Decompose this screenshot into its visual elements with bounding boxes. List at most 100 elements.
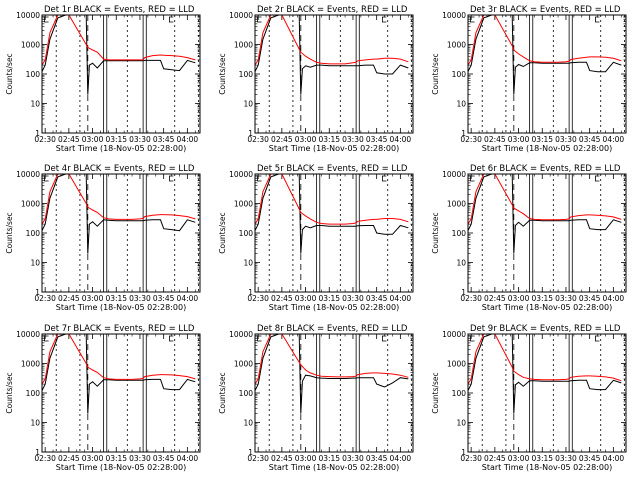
attenuator-marker xyxy=(470,16,475,23)
y-tick-label: 1000 xyxy=(447,200,466,209)
x-tick-label: 02:30 xyxy=(460,454,482,463)
detector-panel-6: Det 6r BLACK = Events, RED = LLD 1 10 100 10… xyxy=(431,164,627,312)
x-tick-label: 02:30 xyxy=(460,135,482,144)
x-tick-label: 03:15 xyxy=(105,294,127,303)
x-tick-label: 03:00 xyxy=(508,135,530,144)
y-tick-label: 10000 xyxy=(442,170,466,179)
x-tick-label: 03:45 xyxy=(579,294,601,303)
y-axis-label: Counts/sec xyxy=(431,212,440,253)
attenuator-marker xyxy=(169,335,174,342)
x-tick-label: 03:30 xyxy=(555,454,577,463)
lld-rate-line xyxy=(42,15,196,66)
event-rate-line xyxy=(255,15,409,95)
attenuator-marker xyxy=(470,335,475,342)
x-tick-label: 04:00 xyxy=(177,135,199,144)
attenuator-marker xyxy=(169,175,174,182)
lld-rate-line xyxy=(468,15,622,66)
lld-rate-line xyxy=(255,334,409,385)
lld-rate-line xyxy=(468,174,622,225)
x-tick-label: 03:15 xyxy=(318,135,340,144)
x-tick-label: 02:45 xyxy=(271,294,293,303)
plot-frame xyxy=(41,333,201,453)
x-tick-label: 03:00 xyxy=(82,135,104,144)
y-tick-label: 100 xyxy=(239,229,254,238)
event-rate-line xyxy=(42,174,196,254)
y-tick-label: 1 xyxy=(461,448,466,457)
x-tick-label: 03:00 xyxy=(295,294,317,303)
x-tick-label: 04:00 xyxy=(603,135,625,144)
y-tick-label: 1000 xyxy=(21,200,40,209)
plot-frame xyxy=(467,14,627,134)
attenuator-marker xyxy=(382,175,387,182)
y-tick-label: 1000 xyxy=(21,41,40,50)
panel-title: Det 6r BLACK = Events, RED = LLD xyxy=(470,164,621,174)
detector-panel-5: Det 5r BLACK = Events, RED = LLD 1 10 100 10… xyxy=(218,164,414,312)
attenuator-marker xyxy=(595,16,600,23)
panel-title: Det 7r BLACK = Events, RED = LLD xyxy=(44,324,195,334)
x-tick-label: 02:45 xyxy=(58,294,80,303)
x-tick-label: 04:00 xyxy=(390,135,412,144)
x-tick-label: 03:30 xyxy=(129,454,151,463)
event-rate-line xyxy=(42,15,196,95)
x-tick-label: 02:45 xyxy=(484,135,506,144)
attenuator-marker xyxy=(595,175,600,182)
x-axis-label: Start Time (18-Nov-05 02:28:00) xyxy=(482,463,612,472)
y-tick-label: 10000 xyxy=(442,11,466,20)
x-tick-label: 04:00 xyxy=(390,454,412,463)
attenuator-marker xyxy=(44,16,49,23)
y-tick-label: 10000 xyxy=(229,170,253,179)
plot-frame xyxy=(254,333,414,453)
y-tick-label: 100 xyxy=(239,389,254,398)
y-axis-label: Counts/sec xyxy=(218,372,227,413)
detector-panel-2: Det 2r BLACK = Events, RED = LLD 1 10 100 10… xyxy=(218,5,414,153)
plot-frame xyxy=(467,333,627,453)
x-tick-label: 03:30 xyxy=(129,135,151,144)
y-tick-label: 10000 xyxy=(16,330,40,339)
attenuator-marker xyxy=(257,335,262,342)
plot-frame xyxy=(254,14,414,134)
panel-title: Det 9r BLACK = Events, RED = LLD xyxy=(470,324,621,334)
y-tick-label: 10 xyxy=(243,259,253,268)
x-tick-label: 03:00 xyxy=(295,454,317,463)
x-tick-label: 03:30 xyxy=(555,294,577,303)
x-tick-label: 03:30 xyxy=(342,454,364,463)
x-tick-label: 03:15 xyxy=(318,454,340,463)
y-tick-label: 1 xyxy=(461,129,466,138)
x-tick-label: 02:45 xyxy=(271,454,293,463)
attenuator-marker xyxy=(470,175,475,182)
x-tick-label: 02:45 xyxy=(271,135,293,144)
x-tick-label: 03:00 xyxy=(508,454,530,463)
y-tick-label: 10 xyxy=(456,259,466,268)
y-tick-label: 1000 xyxy=(21,360,40,369)
event-rate-line xyxy=(468,15,622,95)
x-tick-label: 03:45 xyxy=(579,135,601,144)
y-tick-label: 10000 xyxy=(16,11,40,20)
y-tick-label: 1000 xyxy=(234,41,253,50)
x-tick-label: 02:30 xyxy=(247,294,269,303)
y-tick-label: 10 xyxy=(30,100,40,109)
x-tick-label: 03:45 xyxy=(153,454,175,463)
y-tick-label: 1 xyxy=(35,288,40,297)
y-tick-label: 10 xyxy=(30,419,40,428)
plot-frame xyxy=(467,173,627,293)
x-axis-label: Start Time (18-Nov-05 02:28:00) xyxy=(56,303,186,312)
x-tick-label: 03:15 xyxy=(531,454,553,463)
event-rate-line xyxy=(468,174,622,254)
lld-rate-line xyxy=(255,174,409,225)
x-tick-label: 03:30 xyxy=(342,135,364,144)
y-tick-label: 100 xyxy=(26,229,41,238)
x-tick-label: 02:30 xyxy=(247,454,269,463)
x-tick-label: 02:45 xyxy=(58,135,80,144)
y-axis-label: Counts/sec xyxy=(431,53,440,94)
x-tick-label: 04:00 xyxy=(603,454,625,463)
panel-title: Det 4r BLACK = Events, RED = LLD xyxy=(44,164,195,174)
y-tick-label: 10000 xyxy=(229,330,253,339)
y-tick-label: 1000 xyxy=(447,360,466,369)
attenuator-marker xyxy=(169,16,174,23)
y-tick-label: 1 xyxy=(35,129,40,138)
event-rate-line xyxy=(255,174,409,254)
y-tick-label: 1000 xyxy=(234,360,253,369)
x-axis-label: Start Time (18-Nov-05 02:28:00) xyxy=(269,303,399,312)
x-tick-label: 03:45 xyxy=(366,135,388,144)
